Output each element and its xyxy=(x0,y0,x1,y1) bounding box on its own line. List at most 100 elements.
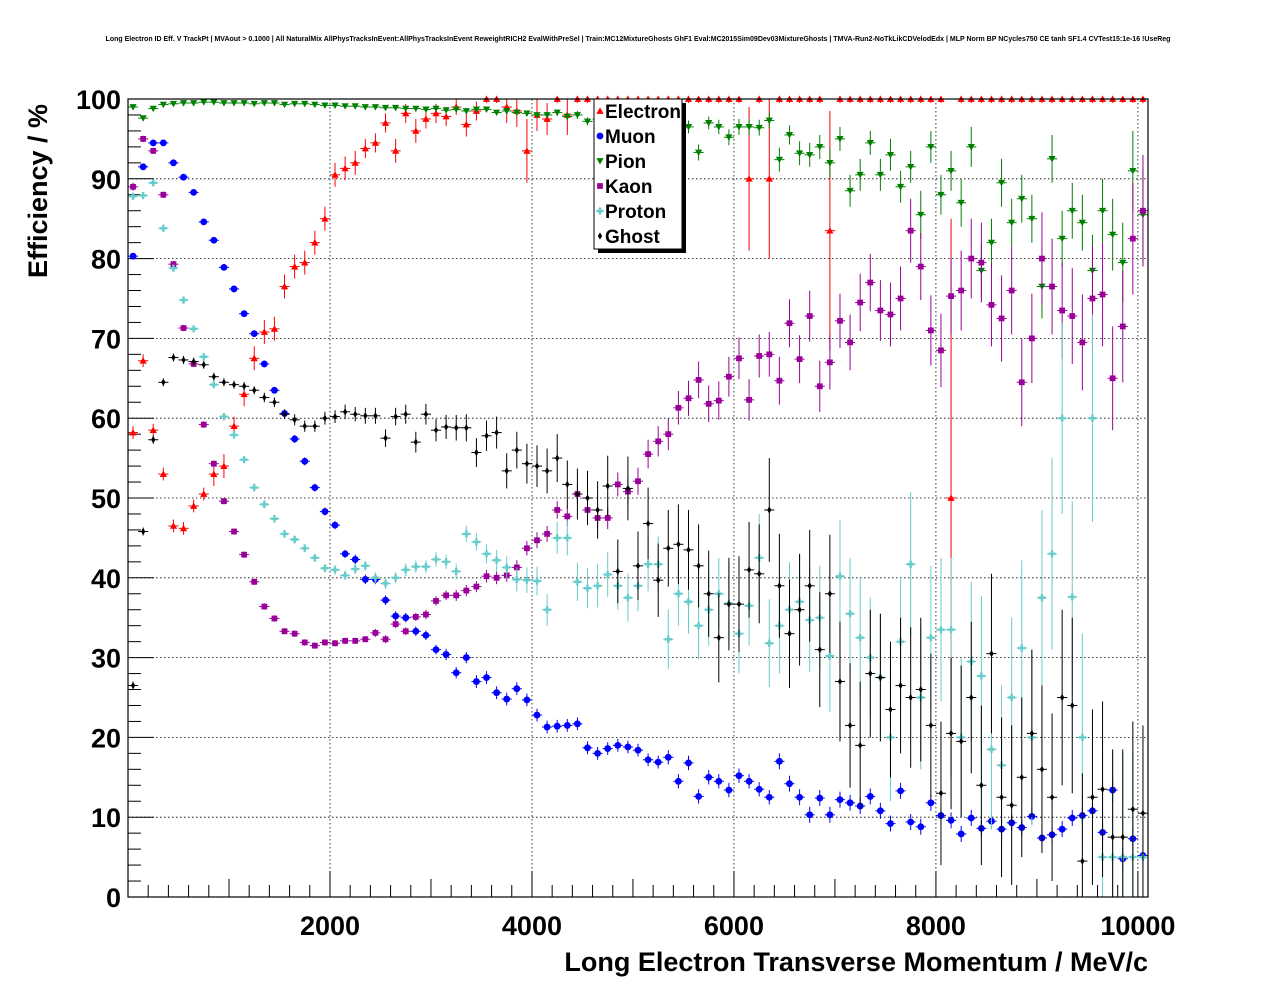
data-point xyxy=(361,144,369,152)
data-point xyxy=(220,263,228,271)
data-point xyxy=(159,101,167,109)
data-point xyxy=(1120,833,1125,841)
data-point xyxy=(179,100,188,107)
data-point xyxy=(1018,195,1026,203)
data-point xyxy=(301,544,309,552)
data-point xyxy=(452,567,460,576)
data-point xyxy=(373,412,378,420)
data-point xyxy=(221,498,227,505)
data-point xyxy=(422,631,430,639)
data-point xyxy=(413,438,418,446)
data-point xyxy=(563,113,571,121)
data-point xyxy=(786,320,793,327)
data-point xyxy=(392,612,400,620)
data-point xyxy=(493,689,501,697)
data-point xyxy=(846,187,854,195)
data-point xyxy=(250,354,258,362)
data-point xyxy=(462,108,470,115)
data-point xyxy=(200,99,208,106)
data-point xyxy=(402,566,410,574)
data-point xyxy=(351,159,359,166)
data-point xyxy=(190,100,198,107)
data-point xyxy=(129,252,137,260)
data-point xyxy=(402,628,409,635)
legend-entry-pion: Pion xyxy=(596,152,646,173)
data-point xyxy=(402,614,410,622)
data-point xyxy=(686,546,691,554)
data-point xyxy=(453,592,460,599)
data-point xyxy=(311,239,319,246)
data-point xyxy=(969,693,974,702)
legend: Electron Muon Pion Kaon Proton Ghost xyxy=(593,98,686,253)
data-point xyxy=(341,571,349,580)
data-point xyxy=(312,422,317,430)
data-point xyxy=(252,386,257,394)
data-point xyxy=(494,428,499,437)
data-point xyxy=(958,287,965,294)
data-point xyxy=(898,681,903,690)
data-point xyxy=(878,673,883,682)
data-point xyxy=(241,551,248,558)
data-point xyxy=(341,103,349,110)
data-point xyxy=(432,646,440,654)
data-point xyxy=(645,519,651,528)
data-point xyxy=(1039,765,1045,773)
data-point xyxy=(583,584,592,592)
data-point xyxy=(403,410,408,418)
legend-label: Electron xyxy=(605,102,681,123)
data-point xyxy=(1130,805,1136,813)
y-tick-label: 100 xyxy=(76,85,121,115)
data-point xyxy=(797,606,802,614)
data-point xyxy=(816,794,824,802)
data-point xyxy=(231,528,237,535)
data-point xyxy=(220,100,228,107)
x-tick-label: 6000 xyxy=(704,911,764,941)
x-tick-label: 4000 xyxy=(502,911,562,941)
data-point xyxy=(180,173,187,181)
data-point xyxy=(432,555,440,564)
data-point xyxy=(735,772,743,780)
data-point xyxy=(493,556,501,564)
data-point xyxy=(169,522,178,529)
data-point xyxy=(412,127,420,134)
data-point xyxy=(311,554,319,562)
data-point xyxy=(503,563,511,572)
data-point xyxy=(321,215,329,222)
data-point xyxy=(230,100,238,107)
data-point xyxy=(887,820,894,828)
data-point xyxy=(716,634,721,642)
data-point xyxy=(311,101,319,109)
data-point xyxy=(272,398,277,406)
data-point xyxy=(462,530,470,538)
data-point xyxy=(635,478,641,485)
data-point xyxy=(260,328,268,335)
data-point xyxy=(442,650,450,658)
data-point xyxy=(513,685,521,693)
data-point xyxy=(361,562,369,570)
data-point xyxy=(534,537,540,544)
data-point xyxy=(474,448,479,457)
data-point xyxy=(250,330,258,338)
data-point xyxy=(585,494,590,502)
data-point xyxy=(292,416,297,424)
data-point xyxy=(1079,339,1086,346)
data-point xyxy=(432,105,440,113)
data-point xyxy=(846,799,854,807)
data-point xyxy=(896,183,905,191)
data-point xyxy=(351,565,359,573)
data-point xyxy=(1058,825,1066,833)
data-point xyxy=(1078,219,1086,227)
data-point xyxy=(1029,729,1035,738)
data-point xyxy=(908,693,913,702)
data-point xyxy=(989,650,994,658)
data-point xyxy=(442,558,450,566)
data-point xyxy=(674,590,682,598)
data-point xyxy=(656,576,661,584)
data-point xyxy=(907,163,915,171)
data-point xyxy=(634,746,642,754)
data-point xyxy=(1119,259,1127,267)
data-point xyxy=(341,164,349,172)
data-point xyxy=(614,481,621,488)
x-tick-label: 8000 xyxy=(906,911,966,941)
